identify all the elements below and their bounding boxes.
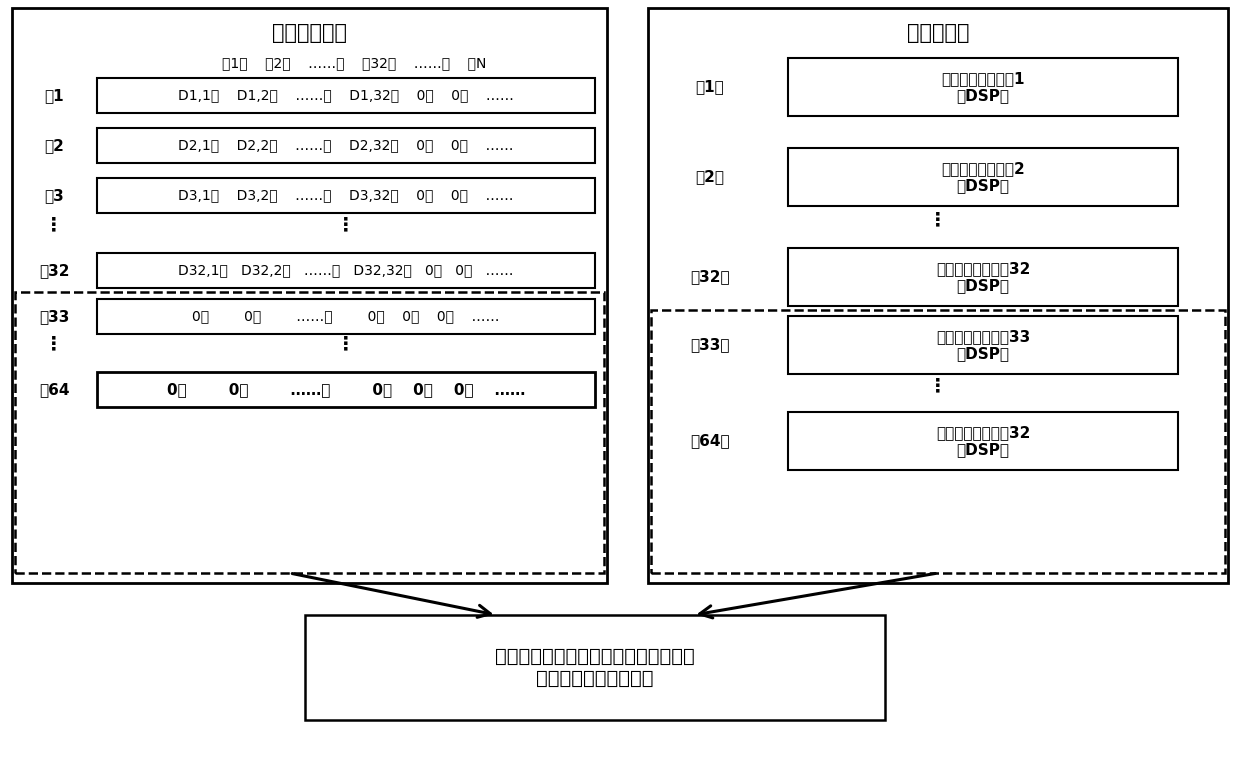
Bar <box>788 148 1178 206</box>
Text: 第32路: 第32路 <box>690 270 730 284</box>
Text: ⋮: ⋮ <box>928 211 948 230</box>
Text: 乘累加模块: 乘累加模块 <box>907 23 969 43</box>
Text: 0，        0，        ……，        0，    0，    0，    ……: 0， 0， ……， 0， 0， 0， …… <box>192 309 499 324</box>
Bar <box>97 128 595 163</box>
Bar <box>788 412 1178 470</box>
Bar <box>788 316 1178 374</box>
Text: D3,1，    D3,2，    ……，    D3,32，    0，    0，    ……: D3,1， D3,2， ……， D3,32， 0， 0， …… <box>178 189 514 202</box>
Bar <box>650 310 1225 573</box>
Text: D1,1，    D1,2，    ……，    D1,32，    0，    0，    ……: D1,1， D1,2， ……， D1,32， 0， 0， …… <box>178 89 514 102</box>
Bar <box>648 8 1228 583</box>
Text: 行32: 行32 <box>38 263 69 278</box>
Bar <box>97 299 595 334</box>
Bar <box>15 292 603 573</box>
Text: 算法中未被使用但无法再利用的存储资
源和乘法累加运算资源: 算法中未被使用但无法再利用的存储资 源和乘法累加运算资源 <box>496 647 695 688</box>
Bar <box>788 248 1178 306</box>
Text: 行3: 行3 <box>45 188 64 203</box>
Text: 第2路: 第2路 <box>695 170 725 184</box>
Text: 行64: 行64 <box>38 382 69 397</box>
Text: 硬件乘法累加单元33
（DSP）: 硬件乘法累加单元33 （DSP） <box>935 329 1030 362</box>
Text: 子图存储空间: 子图存储空间 <box>273 23 347 43</box>
Text: 行2: 行2 <box>45 138 64 153</box>
Bar <box>12 8 607 583</box>
Text: D32,1，   D32,2，   ……，   D32,32，   0，   0，   ……: D32,1， D32,2， ……， D32,32， 0， 0， …… <box>178 264 514 277</box>
Text: 第1路: 第1路 <box>695 80 725 95</box>
Text: D2,1，    D2,2，    ……，    D2,32，    0，    0，    ……: D2,1， D2,2， ……， D2,32， 0， 0， …… <box>178 139 514 152</box>
Bar <box>788 58 1178 116</box>
Bar <box>305 615 885 720</box>
Text: ⋮: ⋮ <box>928 377 948 396</box>
Text: 行1: 行1 <box>45 88 64 103</box>
Bar <box>97 253 595 288</box>
Bar <box>97 372 595 407</box>
Text: 行33: 行33 <box>38 309 69 324</box>
Text: 硬件乘法累加单元32
（DSP）: 硬件乘法累加单元32 （DSP） <box>935 261 1030 293</box>
Text: ⋮: ⋮ <box>45 334 63 353</box>
Text: ⋮: ⋮ <box>336 215 356 234</box>
Bar <box>97 78 595 113</box>
Text: 硬件乘法累加单元32
（DSP）: 硬件乘法累加单元32 （DSP） <box>935 424 1030 457</box>
Bar <box>97 178 595 213</box>
Text: 列1，    列2，    ……，    列32，    ……，    列N: 列1， 列2， ……， 列32， ……， 列N <box>222 56 487 70</box>
Text: 硬件乘法累加单元2
（DSP）: 硬件乘法累加单元2 （DSP） <box>942 161 1025 193</box>
Text: 硬件乘法累加单元1
（DSP）: 硬件乘法累加单元1 （DSP） <box>942 70 1025 103</box>
Text: 第64路: 第64路 <box>690 434 730 449</box>
Text: ⋮: ⋮ <box>45 215 63 234</box>
Text: 0，        0，        ……，        0，    0，    0，    ……: 0， 0， ……， 0， 0， 0， …… <box>167 382 525 397</box>
Text: ⋮: ⋮ <box>336 334 356 353</box>
Text: 第33路: 第33路 <box>690 337 730 352</box>
